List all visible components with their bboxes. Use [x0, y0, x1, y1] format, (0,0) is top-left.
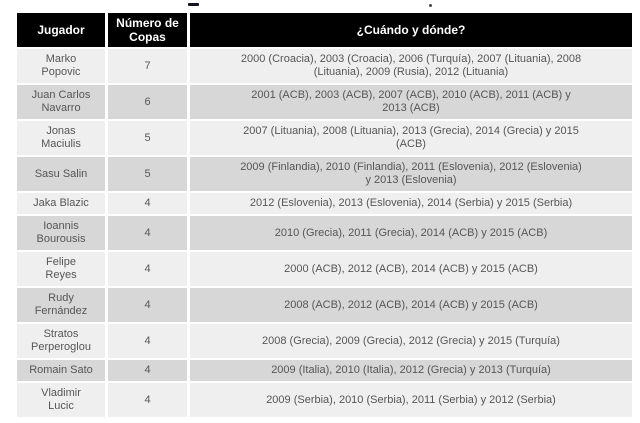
table-row: Sasu Salin 5 2009 (Finlandia), 2010 (Fin…	[17, 157, 632, 193]
cups-table: Jugador Número de Copas ¿Cuándo y dónde?…	[17, 13, 632, 419]
table-header: Jugador Número de Copas ¿Cuándo y dónde?	[17, 13, 632, 49]
cup-count-cell: 7	[108, 49, 190, 85]
header-row: Jugador Número de Copas ¿Cuándo y dónde?	[17, 13, 632, 49]
when-where-cell: 2000 (Croacia), 2003 (Croacia), 2006 (Tu…	[190, 49, 632, 85]
when-where-cell: 2000 (ACB), 2012 (ACB), 2014 (ACB) y 201…	[190, 252, 632, 288]
table-row: Rudy Fernández 4 2008 (ACB), 2012 (ACB),…	[17, 288, 632, 324]
stray-dash-mark	[188, 3, 199, 6]
player-name-cell: Sasu Salin	[17, 157, 108, 193]
cup-count-cell: 4	[108, 216, 190, 252]
table-row: Stratos Perperoglou 4 2008 (Grecia), 200…	[17, 324, 632, 360]
when-where-cell: 2009 (Italia), 2010 (Italia), 2012 (Grec…	[190, 360, 632, 383]
table-row: Jaka Blazic 4 2012 (Eslovenia), 2013 (Es…	[17, 193, 632, 216]
when-where-cell: 2001 (ACB), 2003 (ACB), 2007 (ACB), 2010…	[190, 85, 632, 121]
player-name-cell: Felipe Reyes	[17, 252, 108, 288]
header-jugador: Jugador	[17, 13, 108, 49]
player-name-cell: Ioannis Bourousis	[17, 216, 108, 252]
player-name-cell: Marko Popovic	[17, 49, 108, 85]
cup-count-cell: 6	[108, 85, 190, 121]
cup-count-cell: 4	[108, 288, 190, 324]
table-row: Marko Popovic 7 2000 (Croacia), 2003 (Cr…	[17, 49, 632, 85]
cup-count-cell: 4	[108, 383, 190, 419]
player-name-cell: Vladimir Lucic	[17, 383, 108, 419]
when-where-cell: 2010 (Grecia), 2011 (Grecia), 2014 (ACB)…	[190, 216, 632, 252]
when-where-cell: 2008 (ACB), 2012 (ACB), 2014 (ACB) y 201…	[190, 288, 632, 324]
table-row: Romain Sato 4 2009 (Italia), 2010 (Itali…	[17, 360, 632, 383]
cup-count-cell: 4	[108, 193, 190, 216]
player-name-cell: Rudy Fernández	[17, 288, 108, 324]
when-where-cell: 2009 (Serbia), 2010 (Serbia), 2011 (Serb…	[190, 383, 632, 419]
player-name-cell: Jaka Blazic	[17, 193, 108, 216]
when-where-cell: 2012 (Eslovenia), 2013 (Eslovenia), 2014…	[190, 193, 632, 216]
when-where-cell: 2008 (Grecia), 2009 (Grecia), 2012 (Grec…	[190, 324, 632, 360]
header-copas: Número de Copas	[108, 13, 190, 49]
table-body: Marko Popovic 7 2000 (Croacia), 2003 (Cr…	[17, 49, 632, 419]
table-row: Vladimir Lucic 4 2009 (Serbia), 2010 (Se…	[17, 383, 632, 419]
cup-count-cell: 4	[108, 360, 190, 383]
when-where-cell: 2007 (Lituania), 2008 (Lituania), 2013 (…	[190, 121, 632, 157]
cup-count-cell: 5	[108, 157, 190, 193]
cup-count-cell: 5	[108, 121, 190, 157]
when-where-cell: 2009 (Finlandia), 2010 (Finlandia), 2011…	[190, 157, 632, 193]
cup-count-cell: 4	[108, 324, 190, 360]
table-row: Juan Carlos Navarro 6 2001 (ACB), 2003 (…	[17, 85, 632, 121]
player-name-cell: Jonas Maciulis	[17, 121, 108, 157]
stray-dot-mark	[429, 4, 432, 7]
table-row: Ioannis Bourousis 4 2010 (Grecia), 2011 …	[17, 216, 632, 252]
player-name-cell: Juan Carlos Navarro	[17, 85, 108, 121]
header-cuando: ¿Cuándo y dónde?	[190, 13, 632, 49]
table-row: Jonas Maciulis 5 2007 (Lituania), 2008 (…	[17, 121, 632, 157]
table-row: Felipe Reyes 4 2000 (ACB), 2012 (ACB), 2…	[17, 252, 632, 288]
player-name-cell: Stratos Perperoglou	[17, 324, 108, 360]
player-name-cell: Romain Sato	[17, 360, 108, 383]
cup-count-cell: 4	[108, 252, 190, 288]
